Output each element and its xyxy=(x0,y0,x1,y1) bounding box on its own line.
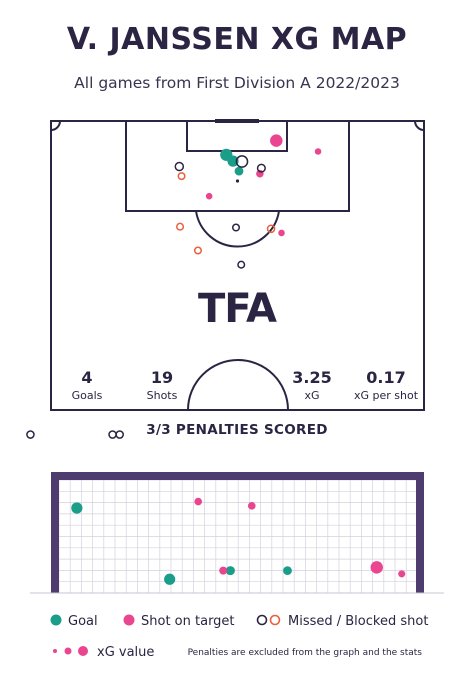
footnote: Penalties are excluded from the graph an… xyxy=(188,648,423,658)
goal-shots xyxy=(26,430,406,585)
stat-shots-value: 19 xyxy=(151,368,173,387)
legend-goal-label: Goal xyxy=(68,614,98,629)
stat-xg-label: xG xyxy=(304,389,319,402)
goal-shot-4 xyxy=(194,497,203,506)
stat-xg-value: 3.25 xyxy=(292,368,331,387)
legend-xg-large xyxy=(78,646,88,656)
pitch-shot-5 xyxy=(314,148,322,155)
six-yard-box xyxy=(186,120,288,152)
goal-shot-5 xyxy=(247,502,256,510)
legend-blocked-marker xyxy=(269,614,281,626)
legend-on-target-marker xyxy=(123,614,135,626)
corner-arc-left xyxy=(50,120,61,131)
legend-xg-small xyxy=(53,649,57,653)
pitch-shot-16 xyxy=(237,260,246,269)
goal-shot-9 xyxy=(26,430,35,439)
goal-shot-7 xyxy=(370,561,383,574)
goal-shot-11 xyxy=(115,430,124,439)
stat-shots-label: Shots xyxy=(147,389,178,402)
penalty-arc xyxy=(195,210,280,248)
legend-missed-label: Missed / Blocked shot xyxy=(288,614,428,629)
goal-shot-6 xyxy=(219,566,228,575)
stat-goals-value: 4 xyxy=(81,368,92,387)
pitch-shot-10 xyxy=(266,224,276,234)
pitch-shot-2 xyxy=(234,166,244,176)
pitch-shot-9 xyxy=(256,163,266,173)
goal-shot-3 xyxy=(283,566,292,576)
goal-shot-1 xyxy=(164,573,176,585)
legend-missed-marker xyxy=(256,614,268,626)
stat-goals-label: Goals xyxy=(72,389,103,402)
stats-row: 4 Goals 19 Shots 3.25 xG 0.17 xG per sho… xyxy=(72,368,419,402)
pitch-shot-4 xyxy=(270,134,283,147)
goal-posts xyxy=(51,472,424,593)
goal-shot-8 xyxy=(398,570,406,578)
goal-frame xyxy=(30,472,444,594)
legend-on-target-label: Shot on target xyxy=(141,614,235,629)
pitch-shot-7 xyxy=(174,161,185,172)
legend-xg-label: xG value xyxy=(97,645,154,660)
pitch-shots xyxy=(174,134,322,269)
page-subtitle: All games from First Division A 2022/202… xyxy=(74,74,400,92)
goal-shot-2 xyxy=(225,566,235,576)
pitch-shot-15 xyxy=(193,246,202,255)
penalties-scored: 3/3 PENALTIES SCORED xyxy=(146,422,328,438)
stat-xg-per-shot-value: 0.17 xyxy=(366,368,405,387)
goal-shot-0 xyxy=(71,502,83,514)
pitch-shot-3 xyxy=(235,155,249,168)
legend-xg-medium xyxy=(64,647,72,655)
pitch-shot-11 xyxy=(205,192,213,200)
pitch-shot-14 xyxy=(278,229,285,237)
legend-goal-marker xyxy=(50,614,62,626)
pitch-shot-1 xyxy=(227,155,239,167)
penalty-spot xyxy=(235,179,240,183)
pitch-shot-13 xyxy=(231,223,241,232)
pitch-shot-12 xyxy=(176,222,185,231)
stat-xg-per-shot-label: xG per shot xyxy=(354,389,419,402)
centre-circle xyxy=(187,359,289,411)
corner-arc-right xyxy=(414,120,425,131)
brand-logo: TFA xyxy=(198,286,277,332)
goal-net xyxy=(58,479,416,594)
legend: Goal Shot on target Missed / Blocked sho… xyxy=(50,614,428,660)
pitch xyxy=(50,119,425,411)
pitch-shot-8 xyxy=(177,172,186,181)
page-title: V. JANSSEN XG MAP xyxy=(66,22,408,57)
